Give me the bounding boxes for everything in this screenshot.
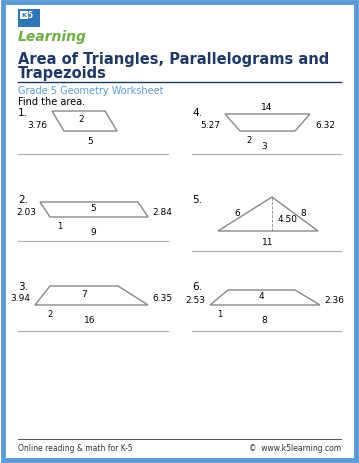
Text: 5: 5 <box>27 11 33 19</box>
Text: 7: 7 <box>81 289 87 298</box>
Text: 6.35: 6.35 <box>152 294 172 303</box>
Text: Trapezoids: Trapezoids <box>18 66 107 81</box>
Text: 2.53: 2.53 <box>185 296 205 305</box>
Text: 2.03: 2.03 <box>16 208 36 217</box>
Text: 3: 3 <box>261 142 267 150</box>
Text: 5.27: 5.27 <box>200 121 220 130</box>
Text: 2.84: 2.84 <box>152 208 172 217</box>
Text: 11: 11 <box>262 238 274 246</box>
Bar <box>19 12 28 19</box>
Bar <box>18 10 40 28</box>
Text: 6.: 6. <box>192 282 202 291</box>
Text: 1: 1 <box>218 309 223 319</box>
Text: 1.: 1. <box>18 108 28 118</box>
Text: 6: 6 <box>234 209 240 218</box>
Text: 3.94: 3.94 <box>10 294 30 303</box>
Text: ©  www.k5learning.com: © www.k5learning.com <box>249 443 341 452</box>
Text: Online reading & math for K-5: Online reading & math for K-5 <box>18 443 132 452</box>
Text: 2: 2 <box>78 115 84 124</box>
Text: 8: 8 <box>261 315 267 324</box>
Text: 2: 2 <box>47 309 53 319</box>
Text: Learning: Learning <box>18 30 87 44</box>
Text: 2.36: 2.36 <box>324 296 344 305</box>
Text: 2.: 2. <box>18 194 28 205</box>
Text: 4: 4 <box>258 291 264 300</box>
Text: 1: 1 <box>57 221 62 231</box>
Text: 5: 5 <box>87 137 93 146</box>
Text: K: K <box>21 13 26 18</box>
Text: 14: 14 <box>261 103 273 112</box>
Text: 3.: 3. <box>18 282 28 291</box>
Text: 6.32: 6.32 <box>315 121 335 130</box>
Text: 5.: 5. <box>192 194 202 205</box>
Text: 3.76: 3.76 <box>27 121 47 130</box>
Text: 16: 16 <box>84 315 96 324</box>
Text: 9: 9 <box>90 227 96 237</box>
Text: 2: 2 <box>246 136 252 144</box>
Text: 4.: 4. <box>192 108 202 118</box>
Text: 4.50: 4.50 <box>278 215 298 224</box>
Text: Grade 5 Geometry Worksheet: Grade 5 Geometry Worksheet <box>18 86 163 96</box>
Text: 8: 8 <box>300 209 306 218</box>
Text: Find the area.: Find the area. <box>18 97 85 107</box>
Text: 5: 5 <box>90 204 96 213</box>
Text: Area of Triangles, Parallelograms and: Area of Triangles, Parallelograms and <box>18 52 329 67</box>
